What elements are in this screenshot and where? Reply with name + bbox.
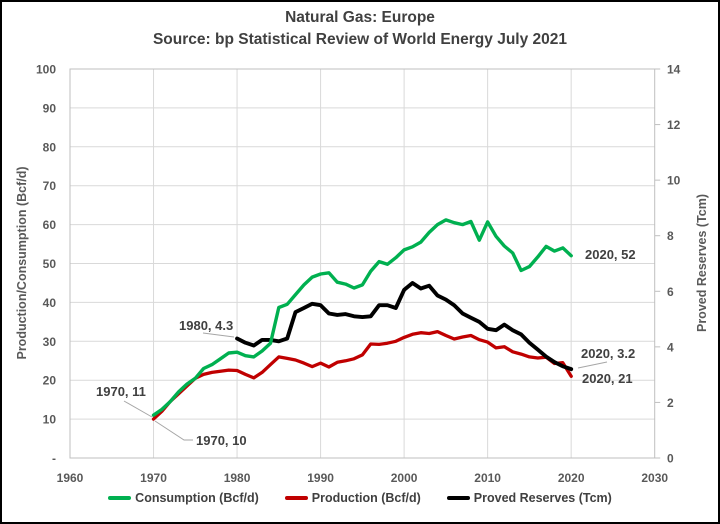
annotation-label: 2020, 3.2 bbox=[581, 346, 635, 361]
right-axis-title: Proved Reserves (Tcm) bbox=[695, 194, 709, 332]
legend-label: Proved Reserves (Tcm) bbox=[473, 491, 612, 505]
annotation-leader-line bbox=[577, 361, 608, 369]
reserves-line bbox=[235, 281, 574, 372]
legend: Consumption (Bcf/d) Production (Bcf/d) Pro… bbox=[0, 491, 720, 505]
chart-title: Natural Gas: Europe bbox=[285, 9, 435, 26]
legend-label: Consumption (Bcf/d) bbox=[135, 491, 259, 505]
x-axis-tick-label: 1960 bbox=[57, 471, 84, 485]
left-axis-tick-label: 50 bbox=[43, 257, 57, 271]
annotation-label: 2020, 21 bbox=[582, 371, 633, 386]
right-axis-tick-label: 2 bbox=[667, 396, 674, 410]
left-axis-tick-label: 20 bbox=[43, 374, 57, 388]
x-axis-tick-label: 2010 bbox=[474, 471, 501, 485]
right-axis-tick-label: 14 bbox=[667, 63, 681, 77]
annotation-label: 1970, 10 bbox=[196, 433, 247, 448]
x-axis-tick-label: 2030 bbox=[641, 471, 668, 485]
legend-swatch-reserves bbox=[446, 496, 470, 500]
left-axis-tick-label: 40 bbox=[43, 296, 57, 310]
x-axis-tick-label: 2020 bbox=[558, 471, 585, 485]
x-axis-tick-label: 1990 bbox=[307, 471, 334, 485]
legend-label: Production (Bcf/d) bbox=[311, 491, 421, 505]
annotation-label: 1980, 4.3 bbox=[179, 318, 233, 333]
left-axis-tick-label: 100 bbox=[36, 63, 56, 77]
right-axis-tick-label: 8 bbox=[667, 229, 674, 243]
annotation-leader-line bbox=[154, 420, 193, 441]
production-line bbox=[151, 329, 573, 421]
left-axis-tick-label: 80 bbox=[43, 140, 57, 154]
annotation-leader-line bbox=[123, 400, 153, 418]
consumption-line bbox=[151, 218, 573, 417]
left-axis-title: Production/Consumption (Bcf/d) bbox=[15, 166, 29, 359]
right-axis-tick-label: 10 bbox=[667, 174, 681, 188]
right-axis-tick-label: 6 bbox=[667, 285, 674, 299]
right-axis-tick-label: 0 bbox=[667, 452, 674, 466]
left-axis-tick-label: 30 bbox=[43, 335, 57, 349]
right-axis-tick-label: 4 bbox=[667, 340, 674, 354]
left-axis-tick-label: 10 bbox=[43, 413, 57, 427]
chart-subtitle: Source: bp Statistical Review of World E… bbox=[152, 31, 568, 48]
left-axis-tick-label: 90 bbox=[43, 101, 57, 115]
x-axis-tick-label: 1980 bbox=[224, 471, 251, 485]
legend-swatch-consumption bbox=[108, 496, 132, 500]
right-axis-tick-label: 12 bbox=[667, 118, 681, 132]
annotation-label: 1970, 11 bbox=[96, 384, 146, 399]
annotation-leader-line bbox=[202, 332, 235, 338]
annotation-label: 2020, 52 bbox=[585, 247, 636, 262]
legend-item-consumption: Consumption (Bcf/d) bbox=[108, 491, 259, 505]
x-axis-tick-label: 1970 bbox=[140, 471, 167, 485]
legend-item-reserves: Proved Reserves (Tcm) bbox=[446, 491, 612, 505]
legend-swatch-production bbox=[284, 496, 308, 500]
legend-item-production: Production (Bcf/d) bbox=[284, 491, 421, 505]
left-axis-tick-label: 70 bbox=[43, 179, 57, 193]
left-axis-tick-label: - bbox=[52, 452, 56, 466]
x-axis-tick-label: 2000 bbox=[391, 471, 418, 485]
plot-border bbox=[69, 68, 656, 459]
left-axis-tick-label: 60 bbox=[43, 218, 57, 232]
